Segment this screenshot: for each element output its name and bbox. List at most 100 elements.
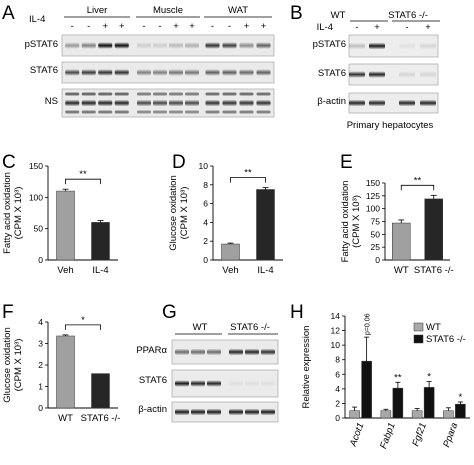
blot-band bbox=[153, 92, 167, 96]
blot-band bbox=[81, 69, 96, 76]
y-tick-label: 4 bbox=[203, 217, 208, 227]
y-tick-label: 100 bbox=[29, 192, 43, 202]
significance-bracket bbox=[65, 324, 101, 330]
blot-band bbox=[185, 100, 199, 106]
bar bbox=[443, 410, 454, 419]
annotation-label: p=0.06 bbox=[365, 313, 372, 335]
y-tick-label: 2 bbox=[203, 236, 208, 246]
x-tick-label: Ppara bbox=[441, 421, 460, 449]
panel-g: G WT STAT6 -/- PPARα STAT6 β-actin bbox=[136, 302, 279, 423]
panel-g-row-stat6: STAT6 bbox=[139, 375, 167, 386]
lane-sign: - bbox=[405, 22, 408, 33]
panel-d: D 0 2 4 6 8 10 Glucose oxidation (CPM X 10³) Veh I… bbox=[168, 152, 283, 276]
blot-band bbox=[349, 100, 365, 106]
y-axis-label: (CPM X 10³) bbox=[13, 339, 24, 392]
panel-a: A IL-4 Liver Muscle WAT - - + + - - + + - - + + pSTAT… bbox=[2, 3, 275, 118]
blot-band bbox=[175, 380, 189, 387]
y-tick-label: 4 bbox=[335, 384, 340, 394]
tissue-label: WAT bbox=[228, 5, 248, 16]
bar bbox=[56, 335, 75, 409]
tissue-label: Muscle bbox=[153, 5, 183, 16]
bar bbox=[455, 403, 466, 419]
legend-swatch bbox=[413, 322, 424, 332]
blot-strip bbox=[171, 339, 279, 365]
bar bbox=[91, 222, 110, 261]
bar bbox=[56, 190, 75, 261]
significance-label: ** bbox=[244, 168, 252, 179]
blot-band bbox=[256, 92, 271, 96]
blot-band bbox=[98, 100, 113, 106]
blot-band bbox=[169, 69, 183, 76]
y-tick-label: 0 bbox=[375, 255, 380, 265]
blot-band bbox=[137, 110, 151, 114]
blot-band bbox=[420, 100, 436, 106]
blot-band bbox=[65, 100, 80, 106]
y-tick-label: 2 bbox=[335, 398, 340, 408]
blot-band bbox=[420, 71, 436, 78]
y-tick-label: 4 bbox=[38, 317, 43, 327]
lane-sign: + bbox=[102, 21, 108, 32]
blot-band bbox=[205, 92, 220, 96]
panel-b-group-wt: WT bbox=[331, 10, 346, 21]
blot-band bbox=[239, 69, 254, 76]
x-tick-label: IL-4 bbox=[92, 265, 108, 276]
lane-sign: + bbox=[374, 22, 380, 33]
y-axis-label: Relative expression bbox=[301, 326, 312, 409]
y-tick-label: 6 bbox=[203, 199, 208, 209]
y-tick-label: 0 bbox=[38, 403, 43, 413]
panel-g-row-actin: β-actin bbox=[138, 404, 167, 415]
bar bbox=[256, 189, 275, 261]
panel-a-row-pstat6: pSTAT6 bbox=[25, 39, 58, 50]
lane-sign: - bbox=[142, 21, 145, 32]
panel-b-group-ko: STAT6 -/- bbox=[388, 10, 428, 21]
panel-b-row-pstat6: pSTAT6 bbox=[313, 39, 346, 50]
blot-band bbox=[369, 71, 385, 78]
panel-f: F 0 1 2 3 4 Glucose oxidation (CPM X 10³) WT STAT… bbox=[2, 302, 120, 424]
y-axis-label: (CPM X 10³) bbox=[351, 195, 362, 248]
blot-band bbox=[191, 380, 205, 387]
panel-b-row-stat6: STAT6 bbox=[318, 68, 346, 79]
blot-band bbox=[222, 42, 237, 49]
blot-band bbox=[175, 349, 189, 355]
blot-band bbox=[256, 110, 271, 114]
y-axis-label: Glucose oxidation bbox=[2, 327, 13, 403]
significance-label: * bbox=[81, 315, 85, 326]
panel-a-il4-label: IL-4 bbox=[29, 14, 45, 25]
blot-band bbox=[205, 69, 220, 76]
panel-label: E bbox=[340, 152, 353, 173]
blot-band bbox=[229, 409, 243, 415]
y-tick-label: 50 bbox=[371, 229, 381, 239]
bar bbox=[380, 410, 392, 419]
blot-band bbox=[399, 100, 415, 106]
y-tick-label: 14 bbox=[331, 311, 341, 321]
blot-band bbox=[137, 100, 151, 106]
panel-b: B WT STAT6 -/- IL-4 - + - + pSTAT6 STAT6 β-… bbox=[290, 3, 440, 131]
lane-sign: + bbox=[425, 22, 431, 33]
x-tick-label: Acot1 bbox=[347, 421, 366, 449]
blot-band bbox=[114, 110, 129, 114]
blot-band bbox=[169, 92, 183, 96]
blot-band bbox=[191, 349, 205, 355]
blot-band bbox=[137, 92, 151, 96]
legend-label: WT bbox=[426, 322, 441, 333]
y-tick-label: 125 bbox=[366, 191, 380, 201]
y-tick-label: 1 bbox=[38, 382, 43, 392]
bar bbox=[91, 373, 110, 409]
blot-band bbox=[65, 110, 80, 114]
panel-b-row-actin: β-actin bbox=[317, 96, 346, 107]
x-tick-label: Fgf21 bbox=[410, 421, 429, 448]
blot-band bbox=[65, 69, 80, 76]
panel-a-row-stat6: STAT6 bbox=[30, 65, 58, 76]
panel-g-label: G bbox=[162, 302, 177, 323]
blot-band bbox=[222, 69, 237, 76]
blot-band bbox=[153, 110, 167, 114]
panel-g-group-ko: STAT6 -/- bbox=[230, 322, 270, 333]
y-axis-label: Fatty acid oxidation bbox=[340, 181, 351, 263]
lane-sign: + bbox=[261, 21, 267, 32]
lane-sign: + bbox=[189, 21, 195, 32]
lane-sign: - bbox=[355, 22, 358, 33]
panel-g-group-wt: WT bbox=[193, 322, 208, 333]
blot-band bbox=[114, 69, 129, 76]
blot-band bbox=[98, 69, 113, 76]
y-tick-label: 3 bbox=[38, 339, 43, 349]
